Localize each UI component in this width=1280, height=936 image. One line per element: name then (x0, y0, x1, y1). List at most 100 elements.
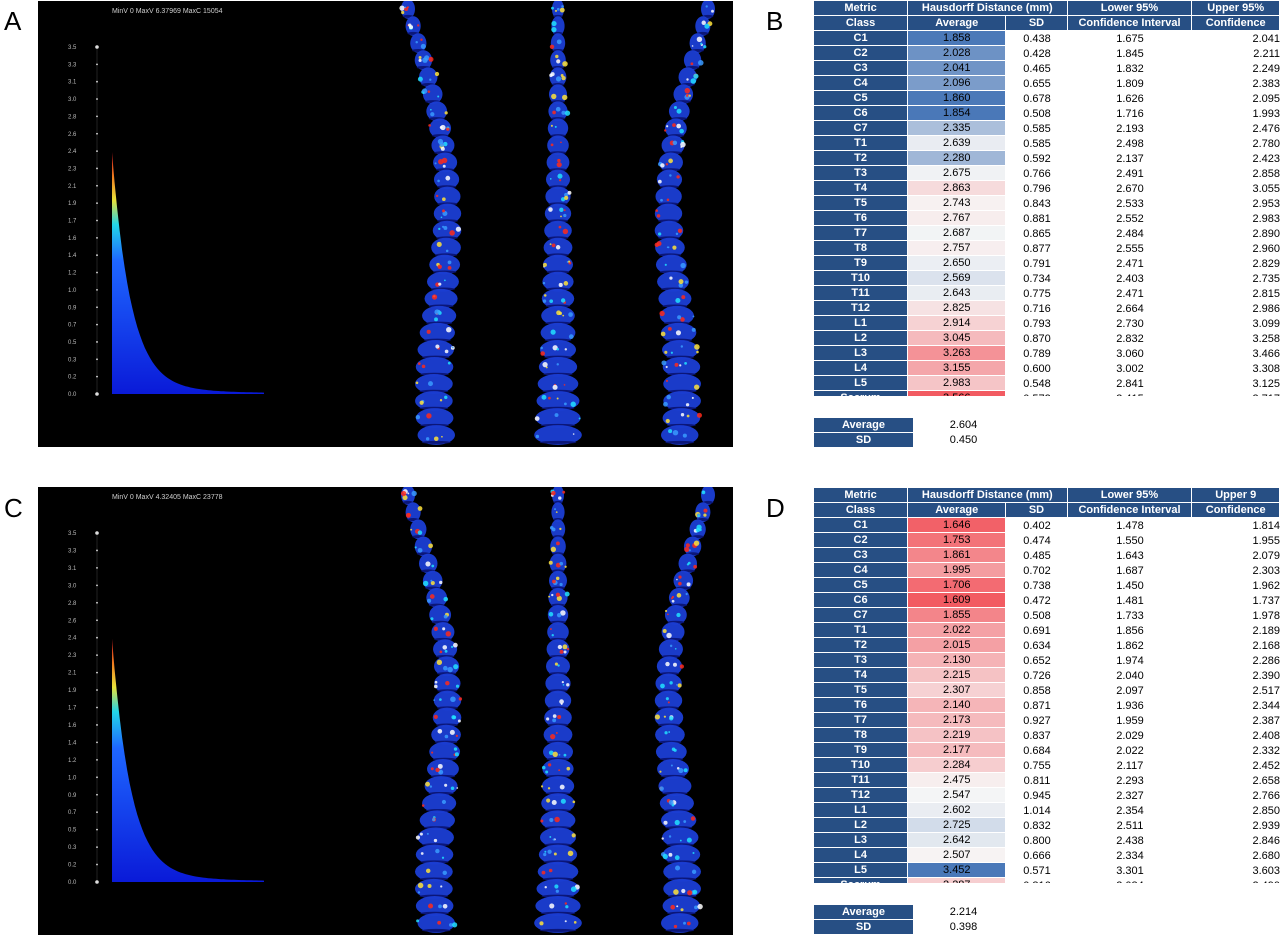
table-row: T1 2.022 0.691 1.856 2.189 (814, 623, 1280, 638)
scale-tick-label: 3.5 (68, 531, 77, 537)
table-row: T1 2.639 0.585 2.498 2.780 (814, 136, 1280, 151)
upper-ci-cell: 2.490 (1192, 878, 1280, 884)
scale-tick-label: 1.9 (68, 201, 77, 207)
table-row: L2 2.725 0.832 2.511 2.939 (814, 818, 1280, 833)
table-row: T7 2.687 0.865 2.484 2.890 (814, 226, 1280, 241)
table-row: C3 1.861 0.485 1.643 2.079 (814, 548, 1280, 563)
table-row: C4 1.995 0.702 1.687 2.303 (814, 563, 1280, 578)
average-cell: 2.863 (908, 181, 1007, 196)
sd-cell: 0.472 (1023, 594, 1051, 607)
average-cell: 1.854 (908, 106, 1007, 121)
sd-cell: 0.438 (1023, 32, 1051, 45)
scale-tick-label: 1.7 (68, 219, 77, 225)
lower-ci-cell: 2.403 (1116, 272, 1144, 285)
lower-ci-cell: 3.060 (1116, 347, 1144, 360)
lower-ci-cell: 2.533 (1116, 197, 1144, 210)
class-cell: L3 (814, 346, 909, 361)
lower-ci-cell: 2.084 (1068, 878, 1193, 884)
sd-cell: 0.548 (1023, 377, 1051, 390)
sd-cell: 0.634 (1023, 639, 1051, 652)
upper-ci-cell: 2.390 (1252, 669, 1280, 682)
scale-tick-label: 2.3 (68, 166, 77, 172)
average-cell: 1.706 (908, 578, 1007, 593)
class-cell: T3 (814, 166, 909, 181)
upper-ci-cell: 2.303 (1252, 564, 1280, 577)
sd-cell: 0.600 (1023, 362, 1051, 375)
lower-ci-cell: 2.471 (1116, 257, 1144, 270)
lower-ci-cell: 2.137 (1116, 152, 1144, 165)
upper-ci-cell: 3.466 (1252, 347, 1280, 360)
upper-ci-cell: 2.332 (1252, 744, 1280, 757)
upper-ci-cell: 2.858 (1252, 167, 1280, 180)
table-row: T2 2.015 0.634 1.862 2.168 (814, 638, 1280, 653)
average-cell: 2.725 (908, 818, 1007, 833)
sd-cell: 0.843 (1023, 197, 1051, 210)
average-cell: 1.646 (908, 518, 1007, 533)
lower-ci-cell: 1.845 (1116, 47, 1144, 60)
sd-cell: 0.816 (1006, 878, 1067, 884)
average-cell: 3.566 (908, 391, 1007, 396)
class-cell: C2 (814, 46, 909, 61)
average-cell: 2.219 (908, 728, 1007, 743)
table-row: T10 2.284 0.755 2.117 2.452 (814, 758, 1280, 773)
header-upper-ci-sub: Confidence (1192, 16, 1280, 31)
sd-cell: 0.716 (1023, 302, 1051, 315)
average-cell: 2.215 (908, 668, 1007, 683)
sd-cell: 0.691 (1023, 624, 1051, 637)
lower-ci-cell: 2.022 (1116, 744, 1144, 757)
sd-cell: 0.678 (1023, 92, 1051, 105)
upper-ci-cell: 2.890 (1252, 227, 1280, 240)
header-sd: SD (1006, 16, 1068, 31)
upper-ci-cell: 1.978 (1252, 609, 1280, 622)
scale-tick-label: 2.4 (68, 149, 77, 155)
sd-cell: 0.702 (1023, 564, 1051, 577)
summary-value: 2.604 (949, 419, 978, 431)
average-cell: 1.860 (908, 91, 1007, 106)
lower-ci-cell: 2.670 (1116, 182, 1144, 195)
lower-ci-cell: 2.029 (1116, 729, 1144, 742)
upper-ci-cell: 2.517 (1252, 684, 1280, 697)
scale-tick-label: 2.6 (68, 618, 77, 624)
sd-cell: 0.793 (1023, 317, 1051, 330)
class-cell: T1 (814, 136, 909, 151)
upper-ci-cell: 3.308 (1252, 362, 1280, 375)
upper-ci-cell: 2.766 (1252, 789, 1280, 802)
scale-tick-label: 3.0 (68, 97, 77, 103)
average-cell: 3.155 (908, 361, 1007, 376)
sd-cell: 0.837 (1023, 729, 1051, 742)
lower-ci-cell: 1.733 (1116, 609, 1144, 622)
spine-anterior (534, 1, 582, 445)
sd-cell: 0.755 (1023, 759, 1051, 772)
class-cell: T10 (814, 271, 909, 286)
scale-tick-label: 2.8 (68, 601, 77, 607)
average-cell: 2.602 (908, 803, 1007, 818)
class-cell: T4 (814, 181, 909, 196)
class-cell: Sacrum (814, 878, 909, 883)
class-cell: T4 (814, 668, 909, 683)
sd-cell: 0.800 (1023, 834, 1051, 847)
table-row: T3 2.130 0.652 1.974 2.286 (814, 653, 1280, 668)
upper-ci-cell: 2.452 (1252, 759, 1280, 772)
spine-heatmap-viewport-c: 3.5 3.3 3.1 3.0 2.8 2.6 2.4 2.3 2.1 1.9 1.7 1.6 1.4 1… (38, 487, 733, 935)
spine-render: 3.5 3.3 3.1 3.0 2.8 2.6 2.4 2.3 2.1 1.9 1.7 1.6 1.4 1… (68, 1, 715, 445)
class-cell: L1 (814, 316, 909, 331)
lower-ci-cell: 3.415 (1068, 391, 1193, 397)
lower-ci-cell: 3.301 (1116, 864, 1144, 877)
upper-ci-cell: 3.099 (1252, 317, 1280, 330)
table-row: T4 2.863 0.796 2.670 3.055 (814, 181, 1280, 196)
scale-tick-label: 1.9 (68, 688, 77, 694)
sd-cell: 0.666 (1023, 849, 1051, 862)
header-average: Average (908, 16, 1007, 31)
table-row: T9 2.650 0.791 2.471 2.829 (814, 256, 1280, 271)
lower-ci-cell: 2.471 (1116, 287, 1144, 300)
upper-ci-cell: 2.960 (1252, 242, 1280, 255)
upper-ci-cell: 2.344 (1252, 699, 1280, 712)
scale-tick-label: 3.1 (68, 80, 77, 86)
header-class: Class (814, 503, 909, 518)
average-cell: 2.687 (908, 226, 1007, 241)
class-cell: T10 (814, 758, 909, 773)
lower-ci-cell: 2.552 (1116, 212, 1144, 225)
table-row: T8 2.757 0.877 2.555 2.960 (814, 241, 1280, 256)
upper-ci-cell: 3.603 (1252, 864, 1280, 877)
class-cell: T2 (814, 638, 909, 653)
